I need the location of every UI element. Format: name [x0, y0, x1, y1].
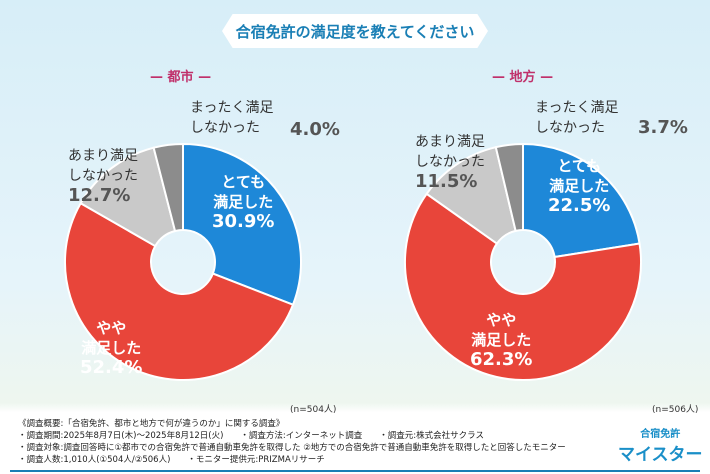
- sample-size-city: (n=504人): [290, 405, 337, 415]
- label-city-somewhat: やや 満足した 52.4%: [80, 319, 143, 378]
- value-rural-notatall: 3.7%: [638, 117, 688, 138]
- slice-city-notmuch: [79, 146, 177, 248]
- brand-logo: 合宿免許 マイスター: [618, 429, 703, 465]
- slice-city-notatall: [152, 142, 184, 233]
- slice-rural-very: [522, 142, 641, 259]
- footer-divider: [10, 470, 700, 472]
- region-title-rural: — 地方 —: [492, 70, 554, 85]
- survey-notes: 《調査概要:「合宿免許、都市と地方で何が違うのか」に関する調査》 ・調査期間:2…: [18, 418, 566, 466]
- chart-title: 合宿免許の満足度を教えてください: [222, 14, 488, 48]
- region-title-city: — 都市 —: [150, 70, 212, 85]
- survey-note: ・調査人数:1,010人(①504人/②506人) ・モニター提供元:PRIZM…: [18, 455, 325, 465]
- slice-rural-somewhat: [404, 192, 642, 381]
- label-city-notatall: まったく満足 しなかった: [190, 100, 274, 136]
- label-rural-notmuch: あまり満足 しなかった 11.5%: [415, 134, 485, 192]
- region-rural-label: 地方: [509, 70, 536, 85]
- label-rural-very: とても 満足した 22.5%: [548, 157, 611, 216]
- label-city-very: とても 満足した 30.9%: [212, 173, 275, 232]
- label-city-notmuch: あまり満足 しなかった 12.7%: [68, 148, 138, 206]
- region-city-label: 都市: [167, 70, 194, 85]
- slice-rural-notmuch: [425, 145, 517, 245]
- survey-note: 《調査概要:「合宿免許、都市と地方で何が違うのか」に関する調査》: [18, 419, 285, 429]
- label-rural-somewhat: やや 満足した 62.3%: [470, 311, 533, 370]
- value-city-notatall: 4.0%: [290, 119, 340, 140]
- sample-size-rural: (n=506人): [652, 405, 699, 415]
- label-rural-notatall: まったく満足 しなかった: [535, 100, 619, 136]
- slice-rural-notatall: [494, 142, 524, 233]
- survey-note: ・調査対象:調査回答時に①都市での合宿免許で普通自動車免許を取得した ②地方での…: [18, 443, 566, 453]
- slice-city-very: [182, 142, 302, 307]
- slice-city-somewhat: [64, 201, 295, 381]
- survey-note: ・調査期間:2025年8月7日(木)〜2025年8月12日(火) ・調査方法:イ…: [18, 431, 484, 441]
